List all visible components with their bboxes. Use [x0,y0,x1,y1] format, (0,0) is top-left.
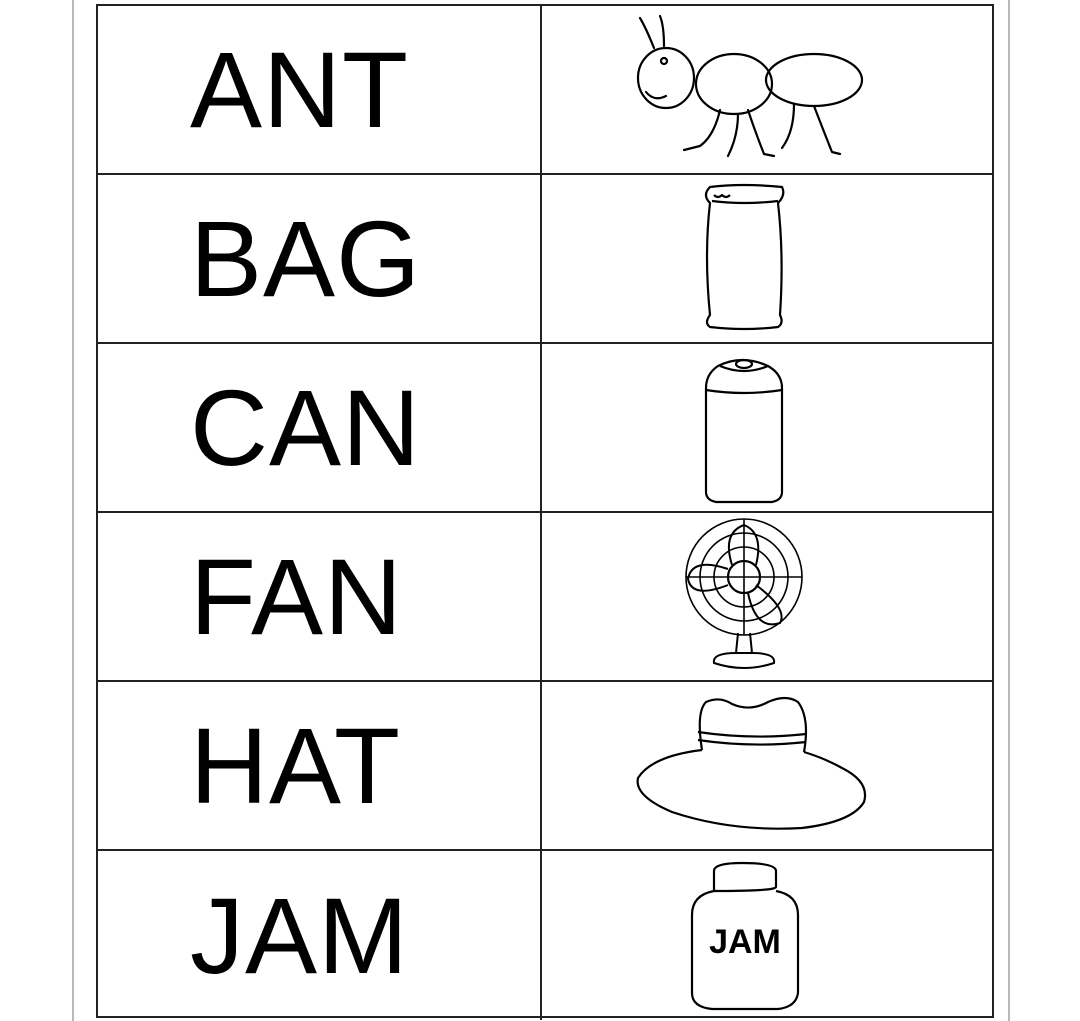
jam-jar-icon: JAM [690,861,800,1011]
table-row-jam: JAM JAM [98,851,992,1020]
hat-icon [636,696,867,830]
picture-cell [542,682,992,849]
jam-jar-label: JAM [709,923,781,961]
can-icon [704,358,784,504]
word-cell: HAT [98,682,542,849]
word-cell: ANT [98,6,542,173]
bag-icon [704,183,785,331]
page-edge-right [1008,0,1010,1021]
word-cell: FAN [98,513,542,680]
word-cell: BAG [98,175,542,342]
picture-cell [542,175,992,342]
picture-cell: JAM [542,851,992,1020]
word-label: FAN [190,535,404,657]
table-row-bag: BAG [98,175,992,344]
table-row-hat: HAT [98,682,992,851]
picture-cell [542,344,992,511]
word-label: JAM [190,874,409,996]
word-cell: JAM [98,851,542,1020]
word-cell: CAN [98,344,542,511]
picture-cell [542,513,992,680]
word-label: BAG [190,197,422,319]
word-label: CAN [190,366,422,488]
table-row-fan: FAN [98,513,992,682]
word-label: ANT [190,28,409,150]
word-picture-table: ANT [96,4,994,1020]
table-row-can: CAN [98,344,992,513]
picture-cell [542,6,992,173]
page-edge-left [72,0,74,1021]
ant-icon [636,14,864,158]
fan-icon [685,518,803,669]
word-label: HAT [190,704,401,826]
table-row-ant: ANT [98,6,992,175]
